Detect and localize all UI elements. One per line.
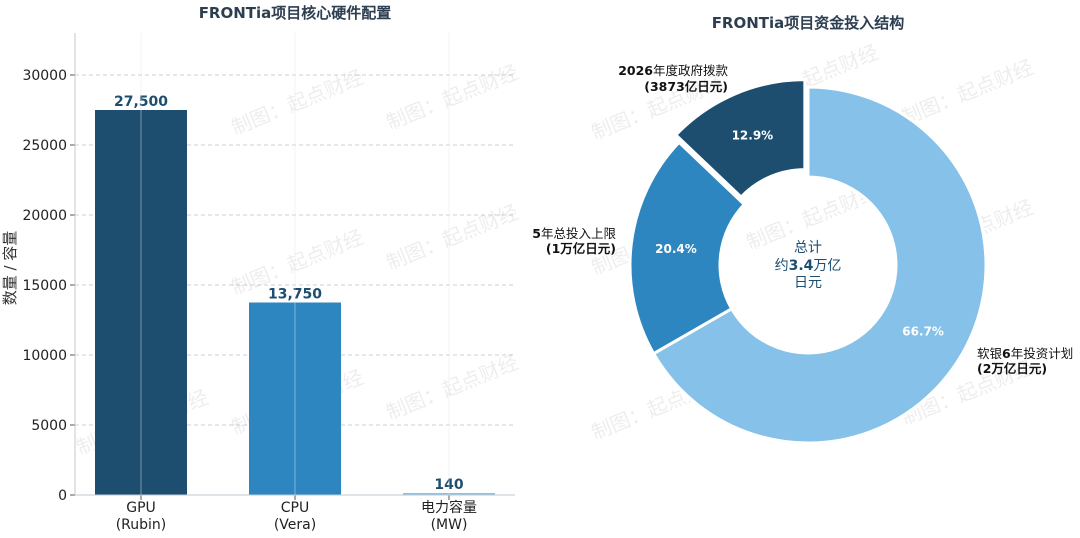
donut-slice (673, 78, 807, 200)
donut-slice (651, 85, 988, 445)
bar-y-tick-label: 10000 (22, 348, 67, 364)
donut-chart: FRONTia项目资金投入结构 12.9% 20.4% 66.7% 2026年度政府拨… (532, 14, 1073, 445)
bar-y-tick-label: 0 (58, 488, 67, 504)
bar-y-ticks: 0 5000 10000 15000 20000 25000 30000 (22, 68, 75, 504)
bar-chart-title: FRONTia项目核心硬件配置 (199, 4, 392, 22)
center-total-label: 总计 (794, 240, 822, 256)
bar-y-tick-label: 5000 (31, 418, 67, 434)
donut-chart-title: FRONTia项目资金投入结构 (712, 14, 905, 32)
donut-slices (628, 78, 988, 445)
bar-chart: FRONTia项目核心硬件配置 数量 / 容量 0 5000 10000 15000 2… (1, 4, 515, 533)
bar-category-label: CPU (281, 500, 309, 516)
bar-category-sublabel: (MW) (431, 517, 468, 533)
donut-slice-sublabel: (2万亿日元) (977, 361, 1047, 376)
watermark-text: 制图：起点财经 (228, 65, 367, 140)
center-total-value: 约3.4万亿 (775, 258, 842, 274)
watermark-text: 制图：起点财经 (383, 60, 522, 135)
donut-slice-label: 5年总投入上限 (532, 226, 616, 241)
bar-category-sublabel: (Rubin) (116, 517, 167, 533)
watermark-text: 制图：起点财经 (898, 55, 1037, 130)
donut-slice-label: 软银6年投资计划 (977, 346, 1073, 361)
bar-chart-ylabel: 数量 / 容量 (1, 231, 19, 306)
center-total-unit: 日元 (794, 275, 822, 291)
bar-y-tick-label: 20000 (22, 208, 67, 224)
bar-y-tick-label: 25000 (22, 138, 67, 154)
bar-category-label: 电力容量 (421, 499, 477, 516)
donut-slice-percent: 12.9% (732, 128, 774, 142)
watermark-text: 制图：起点财经 (383, 200, 522, 275)
bar-category-label: GPU (126, 500, 156, 516)
bar-y-tick-label: 30000 (22, 68, 67, 84)
donut-center-text: 总计 约3.4万亿 日元 (775, 240, 842, 291)
bar-y-tick-label: 15000 (22, 278, 67, 294)
donut-slice-label: 2026年度政府拨款 (618, 63, 728, 78)
donut-slice-percent: 20.4% (655, 242, 697, 256)
watermark-text: 制图：起点财经 (383, 350, 522, 425)
donut-slice-sublabel: (3873亿日元) (644, 79, 728, 94)
donut-slice (628, 140, 747, 356)
donut-slice-sublabel: (1万亿日元) (546, 241, 616, 256)
donut-labels: 12.9% 20.4% 66.7% 2026年度政府拨款(3873亿日元) 5年总投入上… (532, 63, 1073, 376)
donut-slice-percent: 66.7% (902, 325, 944, 339)
bar-category-sublabel: (Vera) (274, 517, 316, 533)
bar-vertical-gridlines (140, 33, 450, 495)
bar-x-labels: GPU(Rubin) CPU(Vera) 电力容量(MW) (116, 495, 477, 533)
